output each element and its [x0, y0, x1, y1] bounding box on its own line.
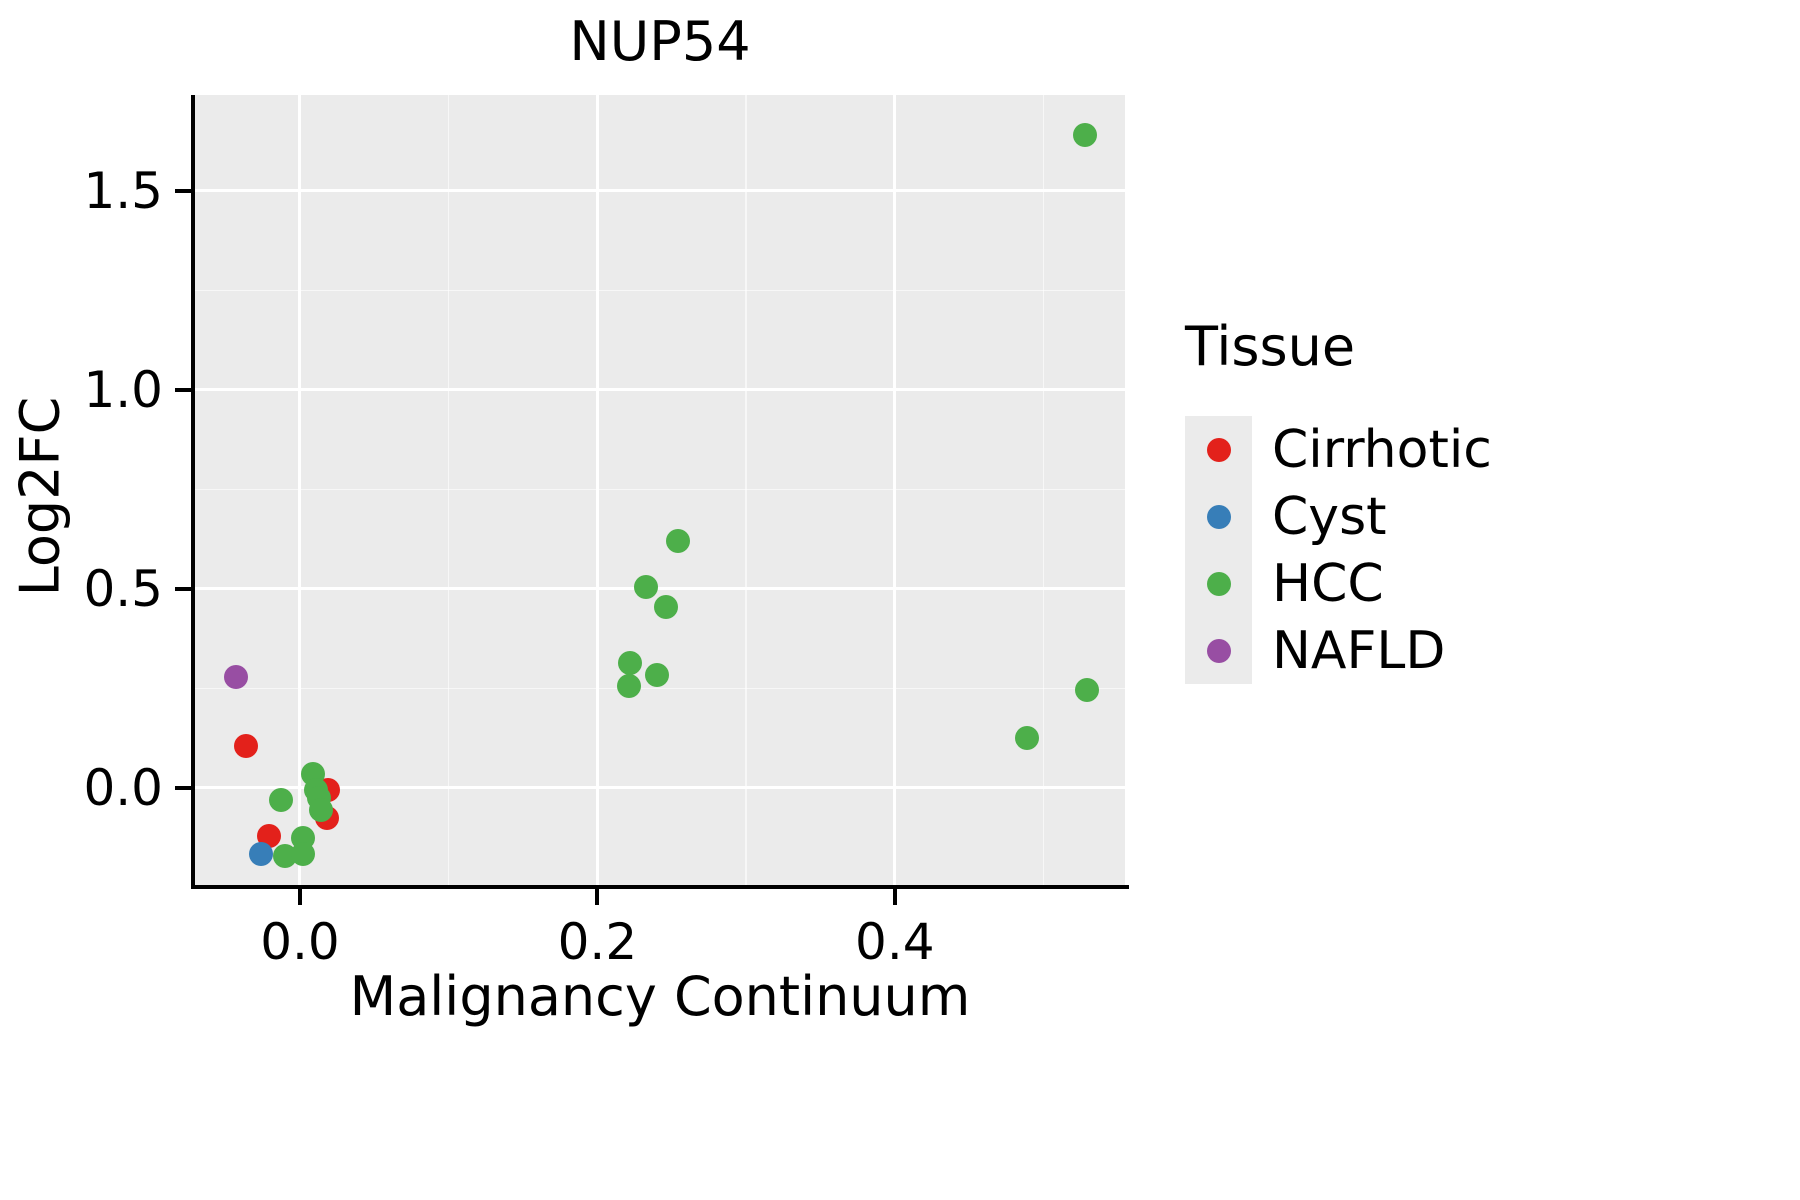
y-tick-label: 0.0: [83, 758, 163, 817]
legend-key: [1185, 550, 1252, 617]
legend-key: [1185, 416, 1252, 483]
y-tick-label: 1.0: [83, 360, 163, 419]
x-tick-mark: [297, 889, 302, 905]
data-point-hcc: [634, 574, 659, 599]
gridline-y-minor: [195, 488, 1125, 491]
legend-entry: Cirrhotic: [1185, 416, 1492, 483]
legend-dot-hcc: [1206, 571, 1231, 596]
legend-entry: Cyst: [1185, 483, 1492, 550]
x-tick-label: 0.4: [855, 913, 935, 971]
x-tick-label: 0.2: [557, 913, 638, 971]
legend-key: [1185, 483, 1252, 550]
legend-label: HCC: [1272, 553, 1384, 614]
data-point-nafld: [224, 664, 249, 689]
y-axis-line: [191, 95, 195, 889]
legend-dot-cirrhotic: [1206, 437, 1231, 462]
legend-label: Cyst: [1272, 486, 1387, 547]
legend-label: NAFLD: [1272, 620, 1446, 681]
data-point-hcc: [1015, 726, 1040, 751]
gridline-x-major: [298, 95, 302, 885]
x-tick-label: 0.0: [260, 913, 340, 971]
y-tick-mark: [175, 586, 191, 591]
gridline-x-major: [595, 95, 599, 885]
legend-entry: HCC: [1185, 550, 1492, 617]
y-tick-mark: [175, 785, 191, 790]
data-point-cirrhotic: [234, 734, 259, 759]
y-axis-label: Log2FC: [8, 396, 72, 597]
data-point-hcc: [1073, 123, 1098, 148]
data-point-hcc: [290, 841, 315, 866]
data-point-hcc: [616, 674, 641, 699]
chart-title: NUP54: [569, 10, 751, 73]
data-point-hcc: [268, 787, 293, 812]
legend-title: Tissue: [1185, 315, 1356, 378]
legend-dot-nafld: [1206, 638, 1231, 663]
data-point-hcc: [618, 650, 643, 675]
y-tick-label: 1.5: [83, 161, 163, 220]
gridline-y-major: [195, 388, 1125, 392]
data-point-cyst: [249, 841, 274, 866]
gridline-y-major: [195, 189, 1125, 193]
y-tick-mark: [175, 188, 191, 193]
gridline-x-major: [893, 95, 897, 885]
legend-label: Cirrhotic: [1272, 419, 1492, 480]
gridline-y-minor: [195, 687, 1125, 690]
data-point-hcc: [1074, 678, 1099, 703]
legend-key: [1185, 617, 1252, 684]
y-tick-label: 0.5: [83, 559, 163, 618]
gridline-y-major: [195, 786, 1125, 790]
legend-dot-cyst: [1206, 504, 1231, 529]
x-tick-mark: [892, 889, 897, 905]
legend: Tissue Cirrhotic Cyst HCC NAFLD: [1185, 315, 1492, 684]
x-tick-mark: [595, 889, 600, 905]
data-point-hcc: [308, 797, 333, 822]
legend-entries: Cirrhotic Cyst HCC NAFLD: [1185, 416, 1492, 684]
gridline-y-minor: [195, 289, 1125, 292]
x-axis-line: [191, 885, 1129, 889]
plot-area: [195, 95, 1125, 885]
data-point-hcc: [644, 662, 669, 687]
y-tick-mark: [175, 387, 191, 392]
x-axis-label: Malignancy Continuum: [349, 965, 971, 1028]
gridline-y-major: [195, 587, 1125, 591]
data-point-hcc: [665, 529, 690, 554]
data-point-hcc: [653, 594, 678, 619]
legend-entry: NAFLD: [1185, 617, 1492, 684]
